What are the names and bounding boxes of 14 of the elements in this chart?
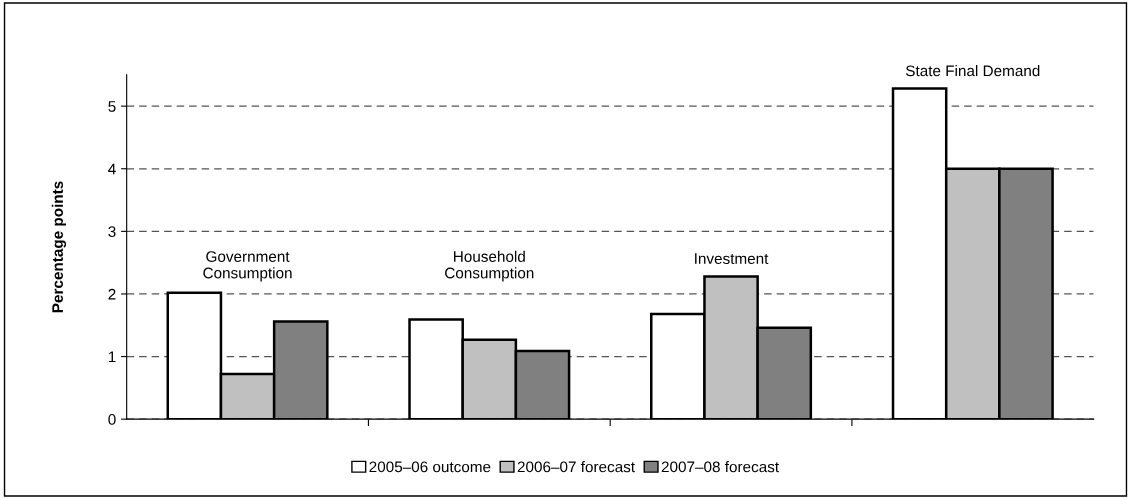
legend-label: 2005–06 outcome [369,461,491,473]
y-tick-label: 3 [108,226,116,238]
y-tick-label: 5 [108,101,116,112]
x-tick-label: Household Consumption [445,250,534,282]
y-axis-title: Percentage points [51,181,67,313]
x-tick-label: State Final Demand [905,64,1040,77]
y-tick-label: 4 [108,163,116,175]
legend-label: 2006–07 forecast [517,461,635,473]
legend-label: 2007–08 forecast [661,461,779,473]
x-tick-label: Government Consumption [203,251,292,282]
y-tick-label: 1 [108,351,116,363]
x-tick-label: Investment [695,253,769,265]
y-tick-label: 2 [108,288,116,300]
y-tick-label: 0 [108,414,116,425]
